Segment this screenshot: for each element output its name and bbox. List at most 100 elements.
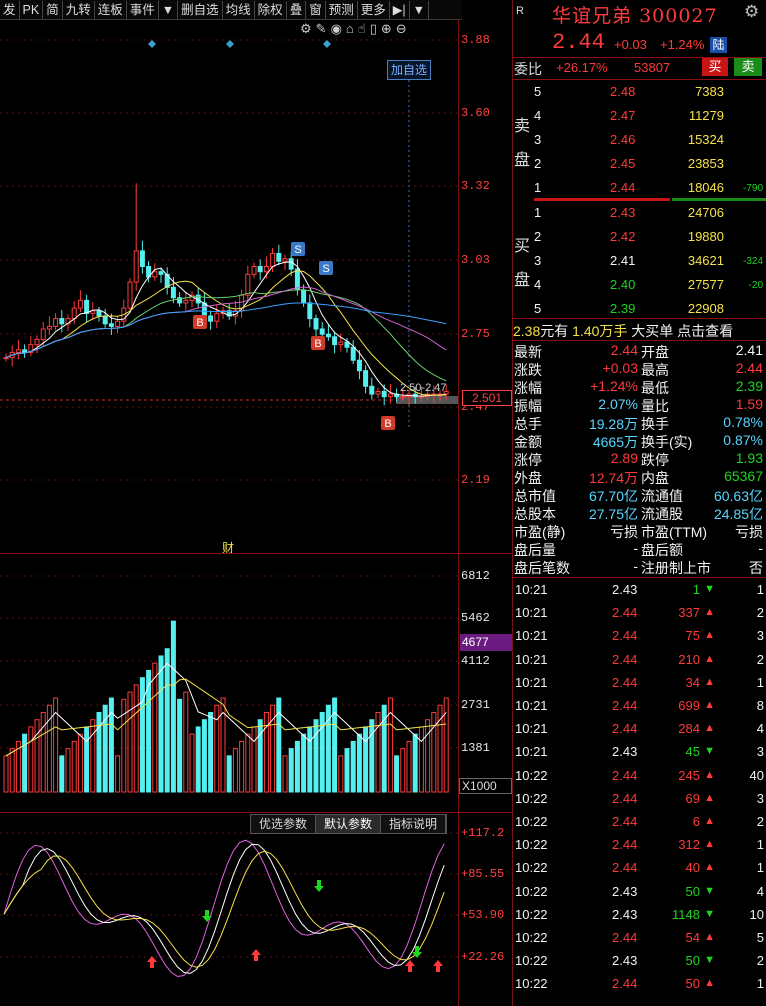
- big-order-view-link[interactable]: 点击查看: [677, 323, 734, 339]
- volume-bar: [53, 697, 59, 793]
- tick-time: 10:22: [515, 814, 548, 829]
- level-number: 4: [534, 108, 542, 123]
- tick-count: 1: [756, 674, 764, 690]
- stat-value: 12.74万: [588, 470, 638, 486]
- volume-bar: [214, 704, 220, 793]
- indicator-tick-label: +53.90: [461, 908, 505, 922]
- candle-body: [226, 310, 232, 317]
- tick-row: 10:21 2.44 284 ▲ 4: [512, 717, 766, 740]
- lock-icon[interactable]: ⌂: [345, 21, 354, 36]
- toolbar-item[interactable]: ▼: [410, 0, 429, 19]
- level-number: 3: [534, 132, 542, 147]
- bid-level-row[interactable]: 2 2.42 19880: [512, 226, 766, 248]
- tick-row: 10:22 2.44 54 ▲ 5: [512, 926, 766, 949]
- tick-row: 10:21 2.44 34 ▲ 1: [512, 671, 766, 694]
- add-to-watchlist-button[interactable]: 加自选: [387, 60, 431, 80]
- pen-icon[interactable]: ✎: [315, 21, 327, 36]
- volume-bar: [400, 748, 406, 793]
- ask-level-row[interactable]: 4 2.47 11279: [512, 105, 766, 127]
- stat-label: 跌停: [641, 452, 669, 468]
- eye-icon[interactable]: ◉: [330, 21, 342, 36]
- volume-bar: [387, 697, 393, 793]
- buy-button[interactable]: 买: [702, 58, 728, 76]
- toolbar-item[interactable]: 叠: [287, 0, 307, 19]
- tick-count: 4: [756, 883, 764, 899]
- price-range-bar: [396, 396, 458, 404]
- hand-icon[interactable]: ☝: [357, 21, 366, 36]
- bid-level-row[interactable]: 3 2.41 34621 -324: [512, 250, 766, 272]
- toolbar-item[interactable]: ▶|: [390, 0, 410, 19]
- volume-bar: [139, 677, 145, 793]
- level-volume: 27577: [687, 277, 724, 292]
- bid-level-row[interactable]: 4 2.40 27577 -20: [512, 274, 766, 296]
- zoom-out-icon[interactable]: ⊖: [395, 21, 407, 36]
- stat-label: 开盘: [641, 344, 669, 360]
- tick-volume: 1148: [672, 906, 700, 922]
- big-order-row[interactable]: 2.38元有 1.40万手 大买单 点击查看: [513, 321, 733, 341]
- stat-value: 2.41: [735, 342, 763, 358]
- volume-bar: [369, 719, 375, 793]
- stat-value: 1.59: [735, 396, 763, 412]
- volume-bar: [90, 719, 96, 793]
- settings-icon[interactable]: ⚙: [300, 21, 312, 36]
- tick-price: 2.44: [612, 628, 638, 644]
- level-delta: -324: [742, 256, 763, 267]
- candle-body: [363, 370, 369, 387]
- toolbar-item[interactable]: 连板: [95, 0, 127, 19]
- toolbar-item[interactable]: 简: [43, 0, 63, 19]
- level-price: 2.44: [610, 180, 636, 195]
- tick-price: 2.44: [612, 674, 638, 690]
- toolbar-item[interactable]: 除权: [255, 0, 287, 19]
- tick-time: 10:22: [515, 930, 548, 945]
- bid-level-row[interactable]: 1 2.43 24706: [512, 202, 766, 224]
- tick-volume: 50: [685, 976, 700, 992]
- zoom-in-icon[interactable]: ⊕: [380, 21, 392, 36]
- kline-chart-area[interactable]: B B B S S: [0, 20, 512, 1006]
- toolbar-item[interactable]: 更多: [358, 0, 390, 19]
- tick-row: 10:22 2.43 1148 ▼ 10: [512, 903, 766, 926]
- financial-event-marker[interactable]: 财: [222, 541, 235, 555]
- level-number: 2: [534, 229, 542, 244]
- indicator-tab[interactable]: 默认参数: [316, 815, 382, 833]
- weicha-value: 53807: [634, 60, 671, 75]
- volume-bar: [3, 755, 9, 793]
- toolbar-item[interactable]: 九转: [63, 0, 95, 19]
- tick-time: 10:21: [515, 744, 548, 760]
- ask-level-row[interactable]: 3 2.46 15324: [512, 129, 766, 151]
- candle-body: [158, 271, 164, 275]
- toolbar-item[interactable]: 删自选: [178, 0, 223, 19]
- candle-body: [276, 252, 282, 262]
- trash-icon[interactable]: ▯: [369, 21, 377, 36]
- volume-bar: [158, 655, 164, 793]
- candle-body: [133, 250, 139, 283]
- ask-level-row[interactable]: 1 2.44 18046 -790: [512, 177, 766, 199]
- indicator-tab[interactable]: 指标说明: [381, 815, 447, 833]
- indicator-tab[interactable]: 优选参数: [251, 815, 317, 833]
- toolbar-item[interactable]: 窗: [306, 0, 326, 19]
- tick-count: 1: [756, 837, 764, 853]
- toolbar-item[interactable]: ▼: [159, 0, 179, 19]
- gear-icon[interactable]: ⚙: [744, 2, 760, 21]
- arrow-up-icon: ▲: [704, 629, 715, 642]
- toolbar-item[interactable]: 发: [0, 0, 20, 19]
- weibi-label: 委比: [514, 61, 542, 77]
- volume-bar: [164, 648, 170, 793]
- ask-level-row[interactable]: 5 2.48 7383: [512, 81, 766, 103]
- arrow-up-icon: [433, 960, 443, 972]
- toolbar-item[interactable]: 预测: [326, 0, 358, 19]
- ask-level-row[interactable]: 2 2.45 23853: [512, 153, 766, 175]
- bid-level-row[interactable]: 5 2.39 22908: [512, 298, 766, 320]
- sell-button[interactable]: 卖: [734, 58, 762, 76]
- volume-ma-line: [5, 678, 447, 757]
- candle-body: [208, 315, 214, 322]
- toolbar-item[interactable]: 事件: [127, 0, 159, 19]
- kline-svg[interactable]: B B B S S: [0, 20, 512, 1006]
- toolbar-item[interactable]: PK: [20, 0, 44, 19]
- volume-bar: [201, 719, 207, 793]
- candle-body: [15, 349, 21, 353]
- level-delta: -20: [748, 280, 763, 291]
- volume-ma-line: [5, 662, 447, 757]
- toolbar-item[interactable]: 均线: [223, 0, 255, 19]
- volume-bar: [276, 697, 282, 793]
- stock-code: 300027: [639, 5, 718, 27]
